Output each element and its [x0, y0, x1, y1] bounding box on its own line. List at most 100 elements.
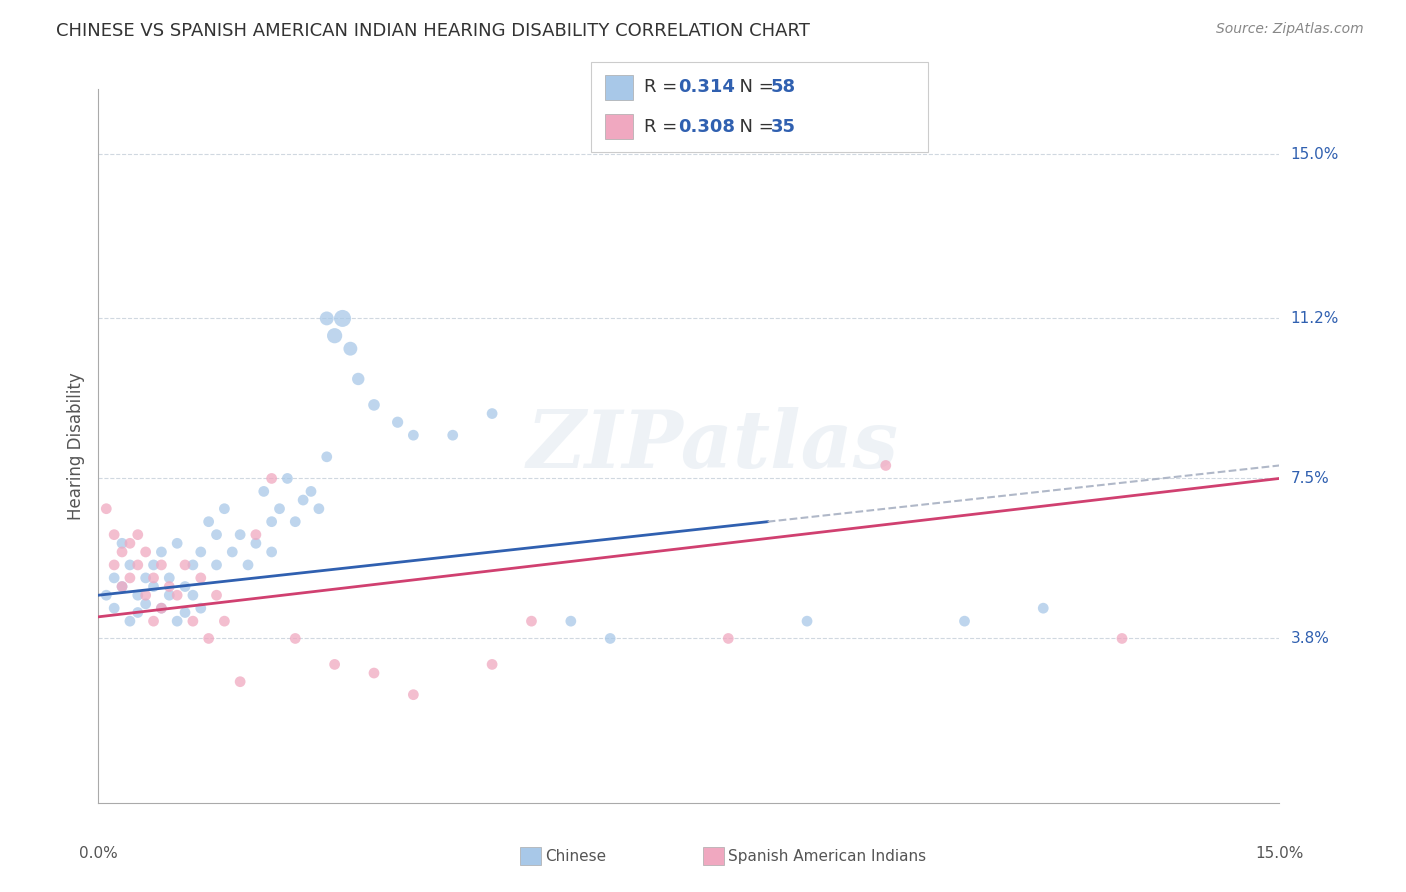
Point [190, 571, 212, 585]
Point [214, 501, 236, 516]
Text: 15.0%: 15.0% [1256, 846, 1303, 861]
Text: N =: N = [728, 78, 780, 96]
Point [142, 558, 165, 572]
Point [229, 527, 252, 541]
Point [299, 484, 322, 499]
Point [308, 501, 330, 516]
Point [1111, 632, 1133, 646]
Point [953, 614, 976, 628]
Text: 35: 35 [770, 118, 796, 136]
Point [339, 342, 361, 356]
Point [96, 501, 118, 516]
Point [174, 580, 197, 594]
Point [363, 398, 385, 412]
Point [127, 588, 149, 602]
Text: R =: R = [644, 118, 683, 136]
Point [260, 471, 283, 485]
Point [221, 545, 243, 559]
Point [332, 311, 354, 326]
Point [142, 580, 165, 594]
Point [205, 527, 228, 541]
Point [245, 527, 267, 541]
Point [135, 588, 157, 602]
Point [875, 458, 897, 473]
Point [387, 415, 409, 429]
Point [197, 515, 219, 529]
Text: 0.308: 0.308 [678, 118, 735, 136]
Point [166, 536, 188, 550]
Point [166, 588, 188, 602]
Point [135, 571, 157, 585]
Point [150, 545, 173, 559]
Text: CHINESE VS SPANISH AMERICAN INDIAN HEARING DISABILITY CORRELATION CHART: CHINESE VS SPANISH AMERICAN INDIAN HEARI… [56, 22, 810, 40]
Text: 11.2%: 11.2% [1291, 311, 1339, 326]
Point [205, 558, 228, 572]
Point [323, 657, 346, 672]
Point [520, 614, 543, 628]
Point [157, 588, 180, 602]
Point [118, 614, 141, 628]
Point [181, 614, 204, 628]
Point [103, 558, 125, 572]
Point [481, 407, 503, 421]
Point [127, 606, 149, 620]
Point [118, 571, 141, 585]
Point [157, 571, 180, 585]
Text: 58: 58 [770, 78, 796, 96]
Point [481, 657, 503, 672]
Point [96, 588, 118, 602]
Point [174, 606, 197, 620]
Point [796, 614, 818, 628]
Point [717, 632, 740, 646]
Y-axis label: Hearing Disability: Hearing Disability [66, 372, 84, 520]
Point [599, 632, 621, 646]
Point [190, 601, 212, 615]
Point [315, 450, 337, 464]
Text: Chinese: Chinese [546, 849, 606, 863]
Text: 0.314: 0.314 [678, 78, 734, 96]
Point [205, 588, 228, 602]
Point [157, 580, 180, 594]
Text: Source: ZipAtlas.com: Source: ZipAtlas.com [1216, 22, 1364, 37]
Point [127, 527, 149, 541]
Text: 3.8%: 3.8% [1291, 631, 1330, 646]
Point [150, 601, 173, 615]
Point [214, 614, 236, 628]
Text: Spanish American Indians: Spanish American Indians [728, 849, 927, 863]
Point [229, 674, 252, 689]
Point [284, 515, 307, 529]
Point [181, 588, 204, 602]
Point [402, 688, 425, 702]
Point [245, 536, 267, 550]
Point [127, 558, 149, 572]
Point [260, 515, 283, 529]
Point [135, 597, 157, 611]
Point [166, 614, 188, 628]
Point [135, 545, 157, 559]
Point [142, 614, 165, 628]
Point [236, 558, 259, 572]
Point [292, 493, 315, 508]
Point [111, 536, 134, 550]
Point [197, 632, 219, 646]
Point [111, 580, 134, 594]
Point [315, 311, 337, 326]
Point [111, 545, 134, 559]
Point [260, 545, 283, 559]
Text: 15.0%: 15.0% [1291, 146, 1339, 161]
Point [402, 428, 425, 442]
Text: 0.0%: 0.0% [79, 846, 118, 861]
Point [253, 484, 276, 499]
Point [363, 666, 385, 681]
Text: R =: R = [644, 78, 683, 96]
Text: N =: N = [728, 118, 780, 136]
Point [150, 558, 173, 572]
Point [269, 501, 291, 516]
Point [181, 558, 204, 572]
Point [103, 601, 125, 615]
Text: ZIPatlas: ZIPatlas [526, 408, 898, 484]
Point [347, 372, 370, 386]
Point [323, 328, 346, 343]
Point [150, 601, 173, 615]
Point [142, 571, 165, 585]
